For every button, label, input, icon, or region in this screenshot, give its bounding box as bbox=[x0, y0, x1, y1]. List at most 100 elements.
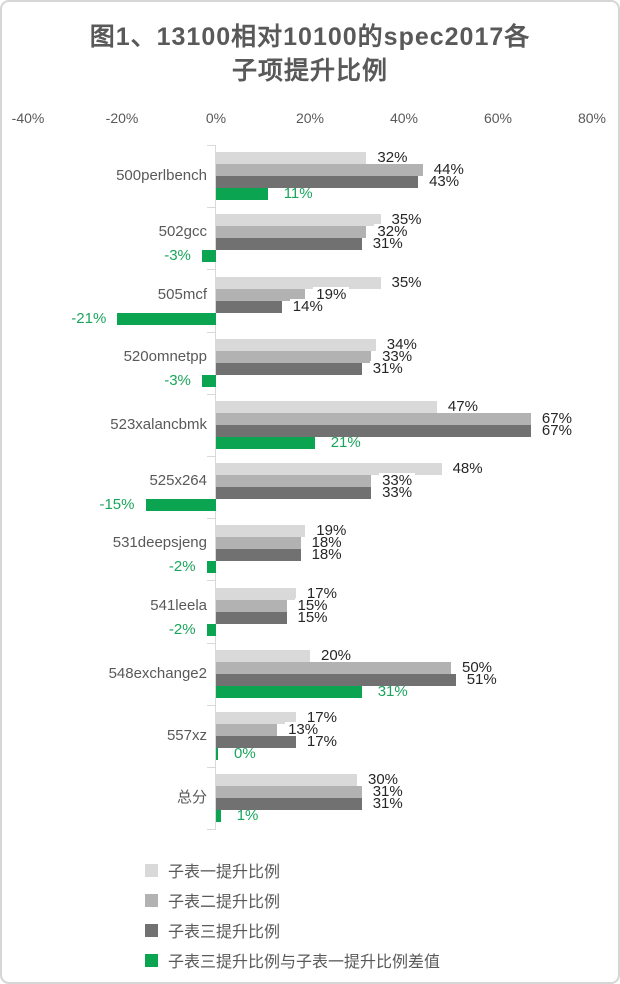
data-label: 14% bbox=[289, 298, 326, 315]
category-label: 500perlbench bbox=[116, 167, 207, 185]
axis-tick-mark bbox=[207, 207, 216, 209]
x-axis-tick-label: 40% bbox=[389, 110, 419, 126]
bar-series1 bbox=[216, 711, 296, 724]
x-axis-tick-label: 80% bbox=[577, 110, 607, 126]
category-label: 525x264 bbox=[149, 472, 207, 490]
axis-tick-mark bbox=[207, 456, 216, 457]
bar-series1 bbox=[216, 587, 296, 600]
axis-tick-mark bbox=[207, 580, 216, 582]
category-label: 557xz bbox=[166, 726, 207, 744]
data-label: -15% bbox=[99, 496, 135, 514]
bar-diff bbox=[216, 436, 315, 449]
bar-series3 bbox=[216, 238, 362, 251]
axis-tick-mark bbox=[207, 767, 216, 768]
bar-series1 bbox=[216, 400, 437, 413]
data-label: -3% bbox=[164, 371, 191, 389]
bar-series1 bbox=[216, 774, 357, 787]
bar-diff bbox=[206, 561, 216, 574]
legend-item: 子表一提升比例 bbox=[145, 855, 440, 885]
axis-tick-mark bbox=[207, 393, 216, 395]
bar-series2 bbox=[216, 537, 301, 550]
axis-tick-mark bbox=[207, 518, 216, 520]
y-axis-line bbox=[215, 145, 216, 830]
legend-label: 子表三提升比例 bbox=[168, 924, 281, 941]
chart-title-line-1: 图1、13100相对10100的spec2017各 bbox=[89, 23, 531, 51]
x-axis-tick-label: -40% bbox=[11, 110, 45, 126]
category-label: 505mcf bbox=[157, 285, 207, 303]
bar-series3 bbox=[216, 487, 372, 500]
data-label: 11% bbox=[283, 185, 313, 203]
data-label: 31% bbox=[369, 360, 406, 377]
bar-diff bbox=[206, 623, 216, 636]
bar-diff bbox=[216, 747, 218, 760]
x-axis: -40% -20% 0% 20% 40% 60% 80% bbox=[2, 110, 618, 128]
data-label: 1% bbox=[236, 807, 259, 825]
bar-series3 bbox=[216, 176, 419, 189]
bar-series2 bbox=[216, 661, 451, 674]
data-label: -2% bbox=[168, 620, 196, 638]
legend-label: 子表三提升比例与子表一提升比例差值 bbox=[168, 954, 441, 971]
data-label: 47% bbox=[444, 398, 481, 415]
data-label: 19% bbox=[313, 286, 350, 303]
data-label: 32% bbox=[374, 150, 411, 167]
x-axis-tick-label: 20% bbox=[295, 110, 325, 126]
legend-marker bbox=[145, 863, 158, 877]
legend-marker bbox=[145, 953, 158, 967]
chart-title-line-2: 子项提升比例 bbox=[231, 57, 388, 85]
bar-diff bbox=[216, 188, 268, 201]
legend: 子表一提升比例 子表二提升比例 子表三提升比例子表三提升比例与子表一提升比例差值 bbox=[145, 855, 440, 975]
data-label: 48% bbox=[449, 461, 486, 478]
x-axis-tick-label: -20% bbox=[105, 110, 139, 126]
bar-series1 bbox=[216, 276, 381, 289]
data-label: 17% bbox=[303, 709, 340, 726]
data-label: 31% bbox=[369, 796, 406, 813]
bar-diff bbox=[201, 250, 216, 263]
category-label: 502gcc bbox=[158, 223, 207, 241]
bar-series3 bbox=[216, 362, 362, 375]
legend-item: 子表三提升比例 bbox=[145, 915, 440, 945]
category-label: 523xalancbmk bbox=[110, 415, 207, 433]
bar-series2 bbox=[216, 288, 306, 301]
bar-series1 bbox=[216, 338, 376, 351]
bar-series3 bbox=[216, 673, 456, 686]
bar-series2 bbox=[216, 350, 372, 363]
bar-series2 bbox=[216, 786, 362, 799]
bar-diff bbox=[201, 374, 216, 387]
bar-series3 bbox=[216, 611, 287, 624]
data-label: 21% bbox=[330, 433, 361, 451]
data-label: 31% bbox=[377, 682, 408, 700]
x-axis-tick-label: 60% bbox=[483, 110, 513, 126]
bar-series3 bbox=[216, 300, 282, 313]
data-label: 31% bbox=[369, 236, 406, 253]
data-label: 17% bbox=[303, 733, 340, 750]
category-label: 548exchange2 bbox=[108, 664, 207, 682]
bar-series3 bbox=[216, 424, 531, 437]
legend-marker bbox=[145, 893, 158, 907]
bar-series2 bbox=[216, 475, 372, 488]
axis-tick-mark bbox=[207, 145, 216, 146]
legend-marker bbox=[145, 923, 158, 937]
data-label: -2% bbox=[168, 558, 196, 576]
category-label: 总分 bbox=[176, 789, 207, 807]
axis-tick-mark bbox=[207, 829, 216, 831]
axis-tick-mark bbox=[207, 642, 216, 644]
category-label: 520omnetpp bbox=[123, 347, 207, 365]
data-label: 67% bbox=[538, 422, 575, 439]
legend-label: 子表一提升比例 bbox=[168, 864, 281, 881]
legend-label: 子表二提升比例 bbox=[168, 894, 281, 911]
x-axis-tick-label: 0% bbox=[205, 110, 227, 126]
bar-series2 bbox=[216, 412, 531, 425]
bar-series1 bbox=[216, 214, 381, 227]
bar-series1 bbox=[216, 463, 442, 476]
data-label: -3% bbox=[164, 247, 191, 265]
bar-diff bbox=[216, 810, 221, 823]
category-label: 531deepsjeng bbox=[112, 534, 207, 552]
bar-series3 bbox=[216, 735, 296, 748]
bar-series2 bbox=[216, 226, 367, 239]
axis-tick-mark bbox=[207, 269, 216, 271]
bar-diff bbox=[145, 499, 216, 512]
bar-series2 bbox=[216, 723, 278, 736]
bar-diff bbox=[117, 312, 216, 325]
data-label: 35% bbox=[388, 274, 425, 291]
